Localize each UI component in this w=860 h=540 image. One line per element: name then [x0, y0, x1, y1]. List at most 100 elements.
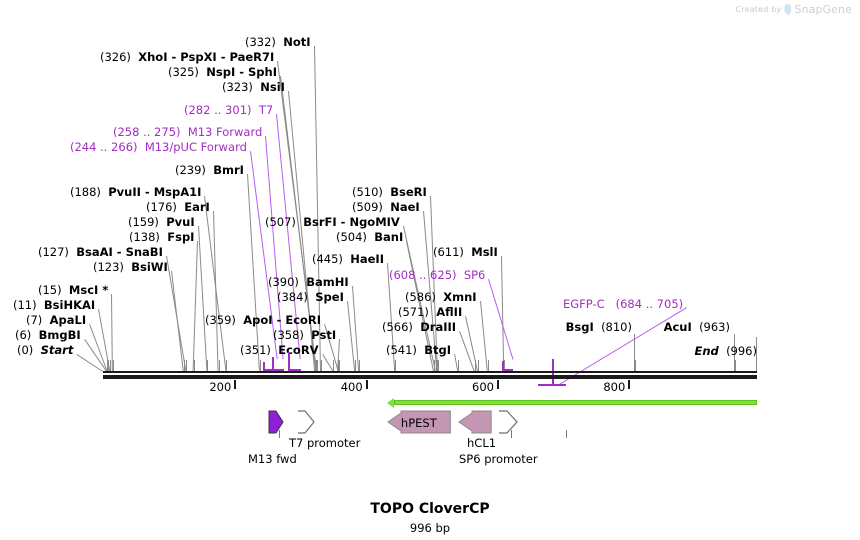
- sequence-length: 996 bp: [409, 521, 451, 535]
- ruler-label: 400: [340, 380, 363, 394]
- site-tick: [193, 360, 195, 371]
- enzyme-position: (358): [273, 328, 304, 342]
- leader-line: [501, 256, 505, 372]
- site-tick: [433, 360, 435, 371]
- primer-range: (244 .. 266): [70, 140, 138, 154]
- site-tick: [487, 360, 489, 371]
- feature-label-sp6-promoter: SP6 promoter: [459, 452, 538, 466]
- site-tick: [333, 360, 335, 371]
- enzyme-label: (571) AflII: [398, 306, 462, 318]
- enzyme-name: XmnI: [443, 290, 477, 304]
- primer-range: (684 .. 705): [615, 297, 684, 311]
- enzyme-position: (996): [726, 344, 757, 358]
- enzyme-name: BmrI: [213, 163, 244, 177]
- enzyme-label: (176) EarI: [146, 201, 210, 213]
- enzyme-position: (384): [277, 290, 308, 304]
- site-tick: [735, 360, 737, 371]
- primer-name: M13/pUC Forward: [144, 140, 247, 154]
- leader-line: [198, 226, 208, 372]
- primer-label: EGFP-C (684 .. 705): [563, 298, 683, 310]
- site-tick: [435, 360, 437, 371]
- ruler-tick: [496, 380, 499, 389]
- enzyme-label: (390) BamHI: [268, 276, 349, 288]
- enzyme-position: (325): [168, 65, 199, 79]
- enzyme-position: (810): [601, 320, 632, 334]
- enzyme-label: (541) BtgI: [386, 344, 451, 356]
- site-tick: [110, 360, 112, 371]
- enzyme-name: NaeI: [390, 200, 420, 214]
- enzyme-name: BtgI: [424, 343, 452, 357]
- enzyme-name: FspI: [167, 230, 195, 244]
- site-tick: [395, 360, 397, 371]
- site-tick: [458, 360, 460, 371]
- enzyme-position: (611): [433, 245, 464, 259]
- snapgene-logo-icon: [784, 3, 792, 16]
- watermark-brand: SnapGene: [794, 3, 852, 16]
- enzyme-position: (566): [382, 320, 413, 334]
- enzyme-label: (566) DraIII: [382, 321, 456, 333]
- enzyme-name: ApoI - EcoRI: [243, 313, 322, 327]
- enzyme-label: End (996): [694, 345, 757, 357]
- enzyme-label: (359) ApoI - EcoRI: [205, 314, 321, 326]
- enzyme-position: (445): [312, 252, 343, 266]
- leader-line: [322, 354, 334, 372]
- enzyme-name: Start: [40, 343, 74, 357]
- leader-line: [213, 211, 219, 372]
- enzyme-label: (586) XmnI: [405, 291, 477, 303]
- enzyme-position: (326): [100, 50, 131, 64]
- orf-arrowhead-icon: [386, 397, 394, 408]
- enzyme-name: ApaLI: [49, 313, 87, 327]
- enzyme-label: (509) NaeI: [352, 201, 420, 213]
- enzyme-name: BsiWI: [131, 260, 168, 274]
- enzyme-position: (571): [398, 305, 429, 319]
- site-tick: [107, 360, 109, 371]
- enzyme-name: DraIII: [420, 320, 457, 334]
- ruler-label: 600: [472, 380, 494, 394]
- enzyme-name: PvuI: [166, 215, 195, 229]
- ruler-tick: [234, 380, 237, 389]
- enzyme-label: (123) BsiWI: [93, 261, 168, 273]
- enzyme-label: (6) BmgBI: [15, 329, 81, 341]
- enzyme-name: XhoI - PspXI - PaeR7I: [138, 50, 275, 64]
- feature-arrow-m13-fwd: [268, 410, 284, 434]
- enzyme-label: (504) BanI: [336, 231, 403, 243]
- site-tick: [106, 360, 108, 371]
- site-tick: [316, 360, 318, 371]
- site-tick: [359, 360, 361, 371]
- enzyme-label: (326) XhoI - PspXI - PaeR7I: [100, 51, 274, 63]
- enzyme-label: (11) BsiHKAI: [13, 299, 95, 311]
- sequence-line-thin: [103, 371, 757, 373]
- enzyme-name: MscI *: [68, 283, 109, 297]
- site-tick: [315, 360, 317, 371]
- ruler-label: 800: [603, 380, 626, 394]
- enzyme-position: (176): [146, 200, 177, 214]
- feature-label-hcl1: hCL1: [467, 436, 497, 450]
- feature-label-hpest: hPEST: [400, 416, 437, 430]
- enzyme-position: (123): [93, 260, 124, 274]
- primer-name: T7: [258, 103, 274, 117]
- site-tick: [317, 360, 319, 371]
- feature-arrow-hpest: [386, 410, 451, 434]
- primer-name: M13 Forward: [187, 125, 263, 139]
- enzyme-position: (15): [38, 283, 62, 297]
- enzyme-name: BsiHKAI: [43, 298, 96, 312]
- primer-range: (608 .. 625): [389, 268, 457, 282]
- enzyme-position: (11): [13, 298, 37, 312]
- enzyme-position: (7): [26, 313, 43, 327]
- enzyme-label: (0) Start: [17, 344, 73, 356]
- enzyme-position: (323): [222, 80, 253, 94]
- enzyme-label: (445) HaeII: [312, 253, 384, 265]
- enzyme-name: HaeII: [350, 252, 384, 266]
- enzyme-name: NspI - SphI: [206, 65, 277, 79]
- leader-line: [192, 240, 198, 371]
- enzyme-name: SpeI: [315, 290, 344, 304]
- site-tick: [321, 360, 322, 371]
- primer-range: (282 .. 301): [184, 103, 252, 117]
- leader-line: [247, 174, 260, 372]
- site-tick: [504, 360, 506, 371]
- enzyme-position: (188): [70, 185, 101, 199]
- enzyme-label: (188) PvuII - MspA1I: [70, 186, 201, 198]
- site-tick: [338, 360, 340, 371]
- feature-connector: [566, 430, 567, 438]
